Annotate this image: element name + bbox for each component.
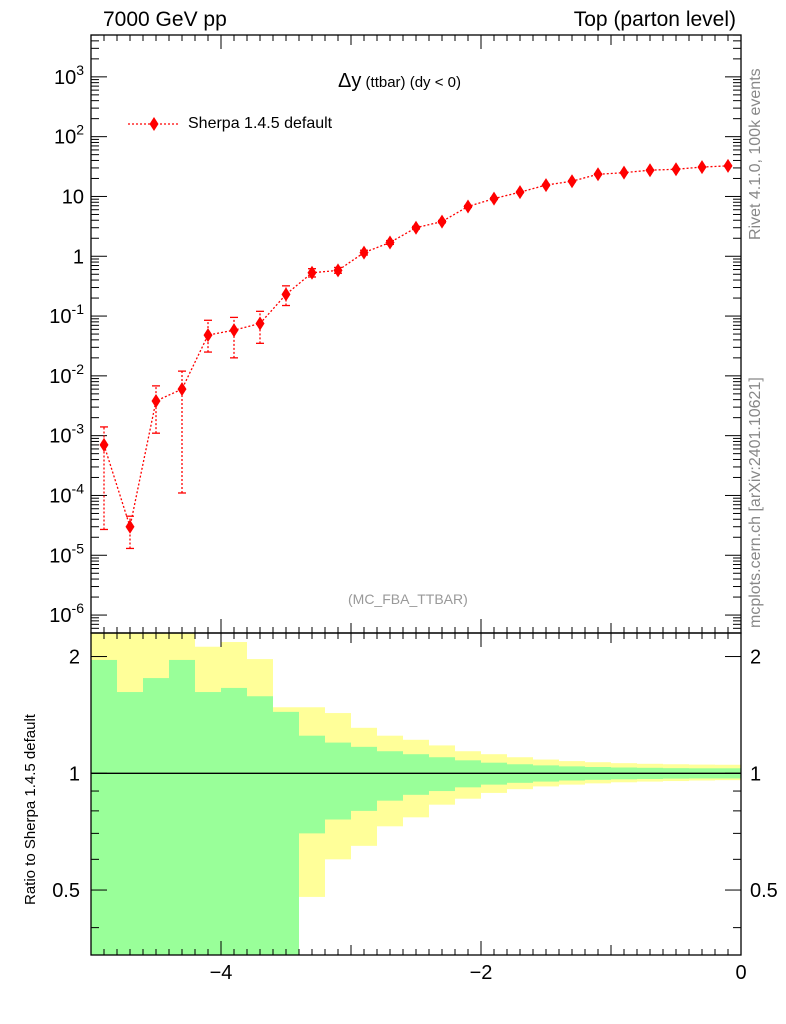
data-point <box>203 328 213 343</box>
y-tick-label: 10-1 <box>49 301 84 328</box>
data-point <box>229 323 239 338</box>
band-green-bin <box>351 746 377 811</box>
analysis-label: (MC_FBA_TTBAR) <box>348 591 468 607</box>
band-green-bin <box>169 659 195 955</box>
data-point <box>307 265 317 280</box>
ratio-bands <box>91 633 741 955</box>
data-point <box>697 160 707 175</box>
ratio-y-tick-label-right: 1 <box>750 763 761 785</box>
legend-diamond <box>149 117 159 131</box>
main-data <box>99 158 733 550</box>
header-right: Top (parton level) <box>573 8 736 31</box>
band-green-bin <box>195 692 221 955</box>
data-point <box>437 214 447 229</box>
band-green-bin <box>143 678 169 955</box>
data-point <box>255 316 265 331</box>
data-point <box>385 235 395 250</box>
data-point <box>593 167 603 182</box>
y-tick-label: 1 <box>73 246 84 268</box>
data-point <box>281 287 291 302</box>
band-green-bin <box>273 711 299 955</box>
data-point <box>463 199 473 214</box>
data-point <box>567 174 577 189</box>
y-tick-label: 10-2 <box>49 361 84 388</box>
band-green-bin <box>91 659 117 955</box>
data-point <box>151 393 161 408</box>
data-point <box>619 165 629 180</box>
x-tick-label: −4 <box>210 962 233 984</box>
ratio-y-tick-label: 2 <box>69 647 80 669</box>
y-tick-label: 10 <box>62 186 84 208</box>
plot-title-rest: (ttbar) (dy < 0) <box>361 74 461 91</box>
y-tick-label: 10-4 <box>49 480 84 507</box>
y-tick-label: 10-3 <box>49 421 84 448</box>
ratio-axes: 0.5 0.5 1 1 2 2 −4 −2 0 <box>52 632 778 984</box>
header-left: 7000 GeV pp <box>103 8 227 31</box>
y-tick-label: 10-6 <box>49 600 84 627</box>
band-green-bin <box>429 757 455 792</box>
legend-marker <box>128 117 180 131</box>
plot-title-main: Δy <box>338 70 362 92</box>
band-green-bin <box>221 687 247 955</box>
band-green-bin <box>117 692 143 955</box>
y-tick-label: 102 <box>54 122 84 149</box>
band-green-bin <box>299 735 325 834</box>
data-point <box>515 185 525 200</box>
data-point <box>125 519 135 534</box>
plot-title: Δy (ttbar) (dy < 0) <box>338 70 461 93</box>
data-point <box>359 245 369 260</box>
band-green-bin <box>247 696 273 955</box>
data-point <box>333 263 343 278</box>
data-point <box>541 178 551 193</box>
x-tick-label: 0 <box>735 962 746 984</box>
side-label-mcplots: mcplots.cern.ch [arXiv:2401.10621] <box>747 377 764 628</box>
data-point <box>645 163 655 178</box>
legend-entry-label: Sherpa 1.4.5 default <box>188 115 333 132</box>
ratio-y-tick-label-right: 0.5 <box>750 880 778 902</box>
main-axes: 10-6 10-5 10-4 10-3 10-2 10-1 1 10 102 103 <box>49 34 742 634</box>
data-point <box>671 162 681 177</box>
band-green-bin <box>403 754 429 795</box>
data-point <box>177 382 187 397</box>
side-label-rivet: Rivet 4.1.0, 100k events <box>747 68 764 240</box>
ratio-y-axis-label: Ratio to Sherpa 1.4.5 default <box>22 714 39 905</box>
data-point <box>723 158 733 173</box>
y-tick-label: 10-5 <box>49 540 84 567</box>
data-point <box>411 220 421 235</box>
ratio-y-tick-label-right: 2 <box>750 647 761 669</box>
ratio-y-tick-label: 0.5 <box>52 880 80 902</box>
y-tick-label: 103 <box>54 62 84 89</box>
series-line <box>103 165 729 530</box>
data-point <box>99 437 109 452</box>
band-green-bin <box>377 751 403 801</box>
x-tick-label: −2 <box>470 962 493 984</box>
ratio-y-tick-label: 1 <box>69 763 80 785</box>
band-green-bin <box>325 742 351 820</box>
data-point <box>489 191 499 206</box>
